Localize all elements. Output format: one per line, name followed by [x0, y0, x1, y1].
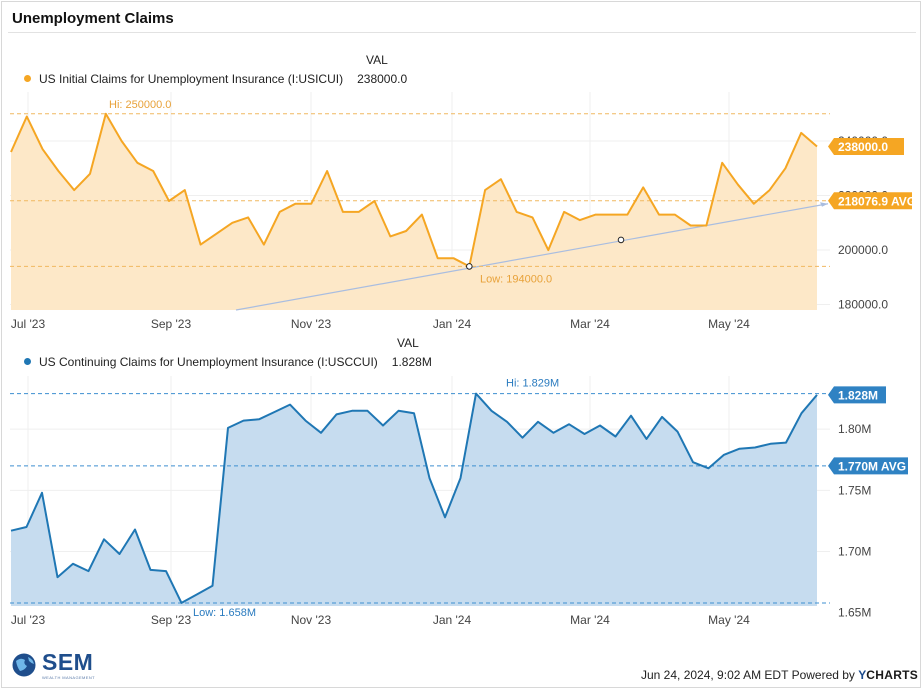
hi-label: Hi: 1.829M — [506, 378, 559, 390]
trend-arrow-icon — [820, 202, 828, 207]
trend-line — [235, 203, 829, 311]
y-tick-label: 1.70M — [838, 545, 871, 559]
low-label: Low: 194000.0 — [480, 273, 552, 285]
low-label: Low: 1.658M — [193, 607, 256, 619]
logo-wordmark: SEM — [42, 649, 94, 675]
last-value-tag-label: 238000.0 — [838, 140, 888, 154]
logo-tagline: WEALTH MANAGEMENT — [42, 675, 95, 680]
series-line — [10, 112, 818, 268]
x-tick-label: Jul '23 — [11, 317, 46, 331]
legend-label: US Initial Claims for Unemployment Insur… — [39, 72, 344, 86]
legend-marker-icon — [24, 75, 31, 82]
hi-label: Hi: 250000.0 — [109, 99, 171, 111]
last-value-tag-label: 1.828M — [838, 388, 878, 402]
x-tick-label: Mar '24 — [570, 317, 610, 331]
low-marker — [466, 263, 473, 270]
series-area — [11, 393, 817, 606]
legend-marker-icon — [24, 358, 31, 365]
timestamp: Jun 24, 2024, 9:02 AM EDT — [641, 668, 789, 682]
last-value-tag-bg — [828, 386, 886, 404]
trend-marker — [617, 236, 625, 244]
x-tick-label: Nov '23 — [291, 317, 332, 331]
powered-by-text: Powered by — [791, 668, 855, 682]
title-divider — [8, 32, 916, 33]
y-tick-label: 200000.0 — [838, 243, 888, 257]
globe-icon — [11, 652, 37, 678]
legend-value: 1.828M — [391, 355, 432, 369]
ycharts-logo-text: CHARTS — [866, 668, 919, 682]
avg-value-tag-label: 218076.9 AVG — [838, 194, 916, 208]
x-tick-label: May '24 — [708, 317, 750, 331]
x-tick-label: Jul '23 — [11, 613, 46, 627]
x-tick-label: Mar '24 — [570, 613, 610, 627]
x-tick-label: Sep '23 — [151, 613, 192, 627]
y-tick-label: 1.80M — [838, 422, 871, 436]
y-tick-label: 1.75M — [838, 483, 871, 497]
ycharts-logo-y: Y — [858, 668, 867, 682]
x-tick-label: Jan '24 — [433, 613, 472, 627]
legend-initial-claims[interactable]: US Initial Claims for Unemployment Insur… — [24, 72, 407, 86]
val-column-header-1: VAL — [366, 53, 388, 67]
series-area — [11, 113, 817, 310]
x-tick-label: Jan '24 — [433, 317, 472, 331]
sem-logo: SEM WEALTH MANAGEMENT — [11, 649, 101, 683]
legend-label: US Continuing Claims for Unemployment In… — [39, 355, 378, 369]
y-tick-label: 1.65M — [838, 606, 871, 620]
legend-value: 238000.0 — [357, 72, 408, 86]
legend-continuing-claims[interactable]: US Continuing Claims for Unemployment In… — [24, 355, 432, 369]
last-value-tag-bg — [828, 138, 904, 155]
footer-attribution: Jun 24, 2024, 9:02 AM EDT Powered by YCH… — [641, 668, 918, 682]
avg-value-tag-bg — [828, 457, 908, 475]
val-column-header-2: VAL — [397, 336, 419, 350]
y-tick-label: 180000.0 — [838, 298, 888, 312]
x-tick-label: Sep '23 — [151, 317, 192, 331]
x-tick-label: May '24 — [708, 613, 750, 627]
page-title: Unemployment Claims — [12, 10, 174, 27]
x-tick-label: Nov '23 — [291, 613, 332, 627]
avg-value-tag-label: 1.770M AVG — [838, 459, 906, 473]
avg-value-tag-bg — [828, 192, 912, 210]
